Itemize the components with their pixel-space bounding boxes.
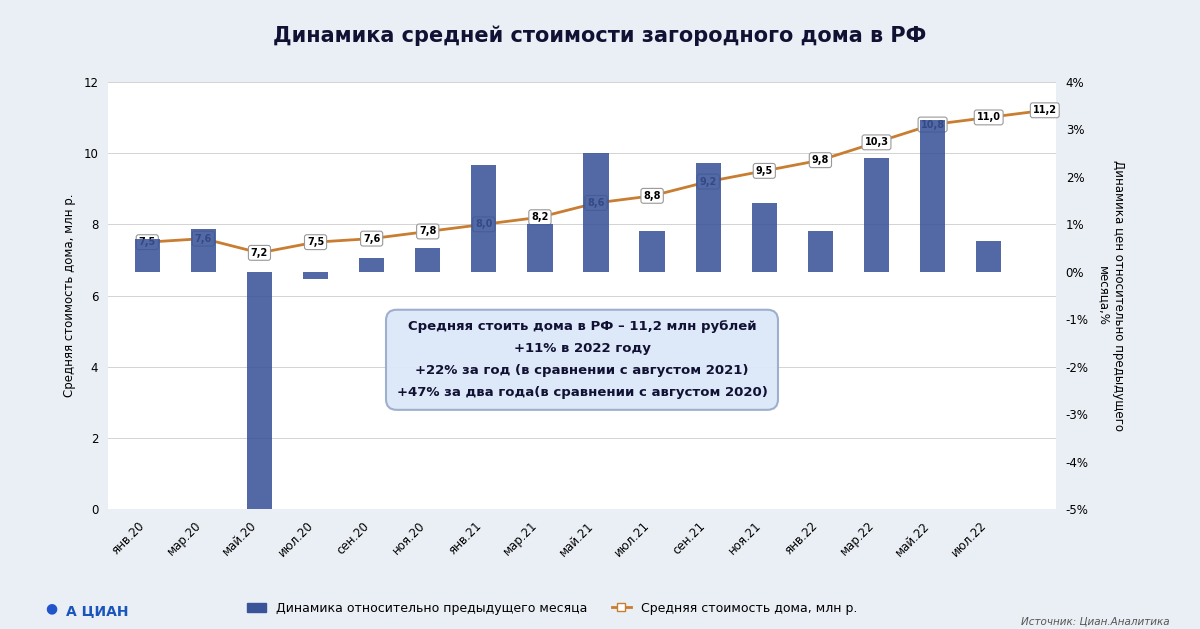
Text: 7,5: 7,5 bbox=[307, 237, 324, 247]
Bar bbox=[302, 272, 328, 279]
Text: А ЦИАН: А ЦИАН bbox=[66, 604, 128, 618]
Text: 9,8: 9,8 bbox=[811, 155, 829, 165]
Text: 9,2: 9,2 bbox=[700, 177, 716, 187]
Text: 8,0: 8,0 bbox=[475, 220, 492, 230]
Bar bbox=[472, 165, 497, 272]
Text: ●: ● bbox=[46, 601, 58, 615]
Bar bbox=[247, 272, 272, 521]
Bar bbox=[976, 241, 1001, 272]
Bar bbox=[640, 231, 665, 272]
Text: 7,8: 7,8 bbox=[419, 226, 437, 237]
Y-axis label: Средняя стоимость дома, млн р.: Средняя стоимость дома, млн р. bbox=[64, 194, 77, 398]
Text: 9,5: 9,5 bbox=[756, 166, 773, 176]
Text: 8,6: 8,6 bbox=[587, 198, 605, 208]
Text: 8,2: 8,2 bbox=[532, 212, 548, 222]
Text: 7,6: 7,6 bbox=[194, 233, 212, 243]
Text: 11,0: 11,0 bbox=[977, 113, 1001, 123]
Bar bbox=[527, 225, 552, 272]
Text: Средняя стоить дома в РФ – 11,2 млн рублей
+11% в 2022 году
+22% за год (в сравн: Средняя стоить дома в РФ – 11,2 млн рубл… bbox=[396, 320, 768, 399]
Bar bbox=[864, 158, 889, 272]
Text: 7,5: 7,5 bbox=[139, 237, 156, 247]
Text: Источник: Циан.Аналитика: Источник: Циан.Аналитика bbox=[1021, 616, 1170, 626]
Bar bbox=[808, 231, 833, 272]
Text: 11,2: 11,2 bbox=[1033, 105, 1057, 115]
Bar bbox=[696, 162, 721, 272]
Bar bbox=[415, 248, 440, 272]
Bar bbox=[191, 229, 216, 272]
Legend: Динамика относительно предыдущего месяца, Средняя стоимость дома, млн р.: Динамика относительно предыдущего месяца… bbox=[242, 596, 862, 620]
Text: 10,3: 10,3 bbox=[864, 137, 888, 147]
Bar bbox=[134, 238, 160, 272]
Text: 8,8: 8,8 bbox=[643, 191, 661, 201]
Text: 7,6: 7,6 bbox=[364, 233, 380, 243]
Bar bbox=[920, 120, 946, 272]
Y-axis label: Динамика цен относительно предыдущего
месяца,%: Динамика цен относительно предыдущего ме… bbox=[1097, 160, 1126, 431]
Text: 10,8: 10,8 bbox=[920, 120, 944, 130]
Bar bbox=[583, 153, 608, 272]
Bar bbox=[751, 203, 776, 272]
Text: Динамика средней стоимости загородного дома в РФ: Динамика средней стоимости загородного д… bbox=[274, 25, 926, 46]
Bar bbox=[359, 258, 384, 272]
Text: 7,2: 7,2 bbox=[251, 248, 268, 258]
